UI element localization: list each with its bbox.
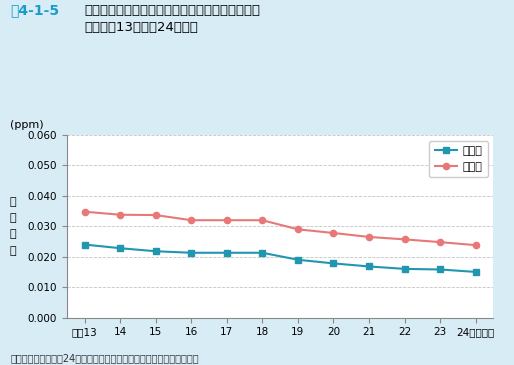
一般局 xyxy=(224,250,230,255)
自排局 xyxy=(153,213,159,217)
Text: 対策地域における二酸化窒素濃度の年平均値の推
移（平成13年度〜24年度）: 対策地域における二酸化窒素濃度の年平均値の推 移（平成13年度〜24年度） xyxy=(85,4,261,34)
一般局 xyxy=(331,261,337,266)
自排局 xyxy=(188,218,194,222)
一般局 xyxy=(188,250,194,255)
自排局 xyxy=(331,231,337,235)
自排局 xyxy=(224,218,230,222)
自排局 xyxy=(117,212,123,217)
自排局 xyxy=(401,237,408,242)
自排局 xyxy=(295,227,301,231)
一般局 xyxy=(153,249,159,253)
Line: 一般局: 一般局 xyxy=(82,241,479,275)
Text: 図4-1-5: 図4-1-5 xyxy=(10,4,60,18)
Line: 自排局: 自排局 xyxy=(82,208,479,248)
一般局 xyxy=(401,267,408,271)
一般局 xyxy=(437,267,443,272)
一般局 xyxy=(117,246,123,250)
Text: 年
平
均
値: 年 平 均 値 xyxy=(10,197,16,256)
自排局 xyxy=(82,210,88,214)
自排局 xyxy=(366,235,372,239)
自排局 xyxy=(437,240,443,244)
自排局 xyxy=(472,243,479,247)
一般局 xyxy=(472,270,479,274)
Legend: 一般局, 自排局: 一般局, 自排局 xyxy=(429,141,488,177)
一般局 xyxy=(295,258,301,262)
一般局 xyxy=(259,250,265,255)
Text: (ppm): (ppm) xyxy=(10,120,44,130)
一般局 xyxy=(82,242,88,247)
Text: 資料：環境省「平成24年度大気汚染状況について（報道発表資料）」: 資料：環境省「平成24年度大気汚染状況について（報道発表資料）」 xyxy=(10,353,199,363)
一般局 xyxy=(366,264,372,269)
自排局 xyxy=(259,218,265,222)
